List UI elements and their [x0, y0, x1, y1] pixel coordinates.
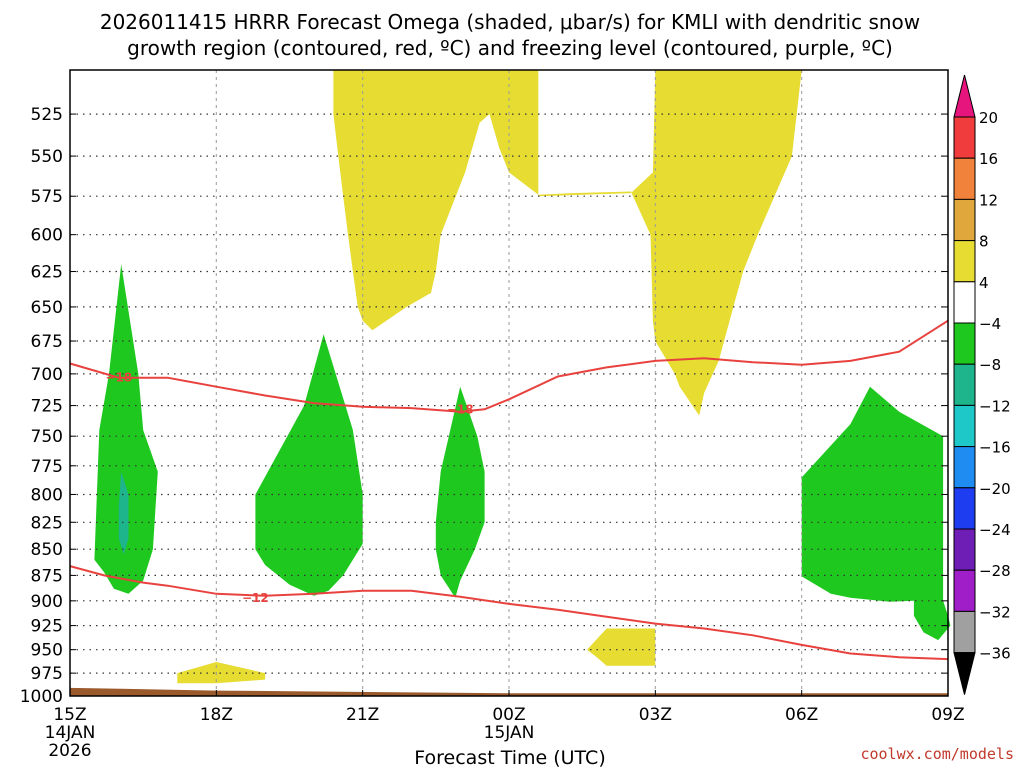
minus-12-contour	[69, 565, 949, 661]
minus-18-contour	[69, 319, 949, 413]
colorbar-label-13: −36	[979, 645, 1011, 663]
colorbar-label-3: 8	[979, 233, 989, 251]
ytick-label-575: 575	[31, 187, 63, 207]
xtick-sub-15Z: 14JAN	[45, 723, 96, 743]
colorbar-swatch-5	[953, 322, 976, 365]
omega-shading-layer	[94, 70, 951, 684]
xtick-sub-00Z: 15JAN	[484, 723, 535, 743]
colorbar-label-1: 16	[979, 150, 998, 168]
colorbar-label-0: 20	[979, 109, 998, 127]
colorbar: 20 16 12 8 4 −4 −8 −12 −16 −20 −24 −28 −32 −36	[953, 74, 1011, 695]
ytick-label-650: 650	[31, 298, 63, 318]
ytick-label-825: 825	[31, 513, 63, 533]
ytick-label-875: 875	[31, 566, 63, 586]
colorbar-label-12: −32	[979, 603, 1011, 621]
colorbar-swatch-8	[953, 446, 976, 489]
downward-motion-region-4	[801, 386, 951, 641]
minus-12-contour-label: −12	[242, 591, 269, 605]
colorbar-swatch-1	[953, 157, 976, 200]
upward-motion-region-3	[177, 662, 266, 684]
colorbar-label-2: 12	[979, 191, 998, 209]
terrain-layer	[70, 687, 948, 696]
upward-motion-region-1	[333, 70, 802, 416]
colorbar-top-arrow	[953, 74, 976, 118]
xtick-label-15Z: 15Z	[53, 705, 86, 725]
y-axis-ticks: 525 550 575 600 625 650 675 700 725 750 775 800 825 8…	[20, 105, 948, 707]
ytick-label-700: 700	[31, 365, 63, 385]
ytick-label-950: 950	[31, 641, 63, 661]
ytick-label-550: 550	[31, 147, 63, 167]
ytick-label-800: 800	[31, 485, 63, 505]
colorbar-swatch-6	[953, 363, 976, 406]
xtick-label-00Z: 00Z	[492, 705, 525, 725]
xtick-sub2-15Z: 2026	[48, 741, 91, 761]
ytick-label-975: 975	[31, 664, 63, 684]
ytick-label-750: 750	[31, 427, 63, 447]
colorbar-label-7: −12	[979, 397, 1011, 415]
colorbar-swatch-11	[953, 569, 976, 612]
xtick-label-18Z: 18Z	[200, 705, 233, 725]
ytick-label-900: 900	[31, 592, 63, 612]
colorbar-label-9: −20	[979, 480, 1011, 498]
colorbar-swatch-10	[953, 528, 976, 571]
xtick-label-03Z: 03Z	[639, 705, 672, 725]
chart-title-line2: growth region (contoured, red, ºC) and f…	[127, 36, 893, 60]
ytick-label-775: 775	[31, 457, 63, 477]
colorbar-swatch-12	[953, 610, 976, 654]
xtick-label-09Z: 09Z	[931, 705, 964, 725]
minus-18-contour-label-2: −18	[447, 402, 474, 416]
colorbar-label-4: 4	[979, 274, 989, 292]
colorbar-label-5: −4	[979, 315, 1001, 333]
upward-motion-region-2	[587, 628, 656, 666]
downward-motion-region-2	[255, 334, 363, 596]
strong-downward-core	[118, 471, 129, 555]
x-axis-label: Forecast Time (UTC)	[414, 747, 605, 768]
downward-motion-region-1	[94, 264, 158, 594]
colorbar-swatch-0	[953, 116, 976, 159]
credit-text: coolwx.com/models	[860, 745, 1014, 763]
colorbar-label-10: −24	[979, 521, 1011, 539]
terrain-surface	[70, 687, 948, 696]
colorbar-label-8: −16	[979, 439, 1011, 457]
colorbar-swatch-9	[953, 487, 976, 530]
ytick-label-725: 725	[31, 397, 63, 417]
colorbar-swatch-2	[953, 198, 976, 242]
downward-motion-region-3	[435, 386, 485, 598]
xtick-label-06Z: 06Z	[785, 705, 818, 725]
ytick-label-1000: 1000	[20, 687, 63, 707]
ytick-label-850: 850	[31, 540, 63, 560]
colorbar-bottom-arrow	[953, 652, 976, 695]
minus-18-contour-label: −18	[105, 371, 132, 385]
ytick-label-925: 925	[31, 617, 63, 637]
colorbar-swatch-4	[953, 281, 976, 324]
contour-layer: −18 −18 −12	[69, 319, 949, 661]
ytick-label-600: 600	[31, 226, 63, 246]
xtick-label-21Z: 21Z	[346, 705, 379, 725]
ytick-label-625: 625	[31, 263, 63, 283]
ytick-label-675: 675	[31, 332, 63, 352]
colorbar-swatch-3	[953, 240, 976, 283]
chart-title-line1: 2026011415 HRRR Forecast Omega (shaded, …	[100, 10, 920, 34]
ytick-label-525: 525	[31, 105, 63, 125]
colorbar-label-6: −8	[979, 356, 1001, 374]
colorbar-label-11: −28	[979, 562, 1011, 580]
colorbar-swatch-7	[953, 404, 976, 448]
